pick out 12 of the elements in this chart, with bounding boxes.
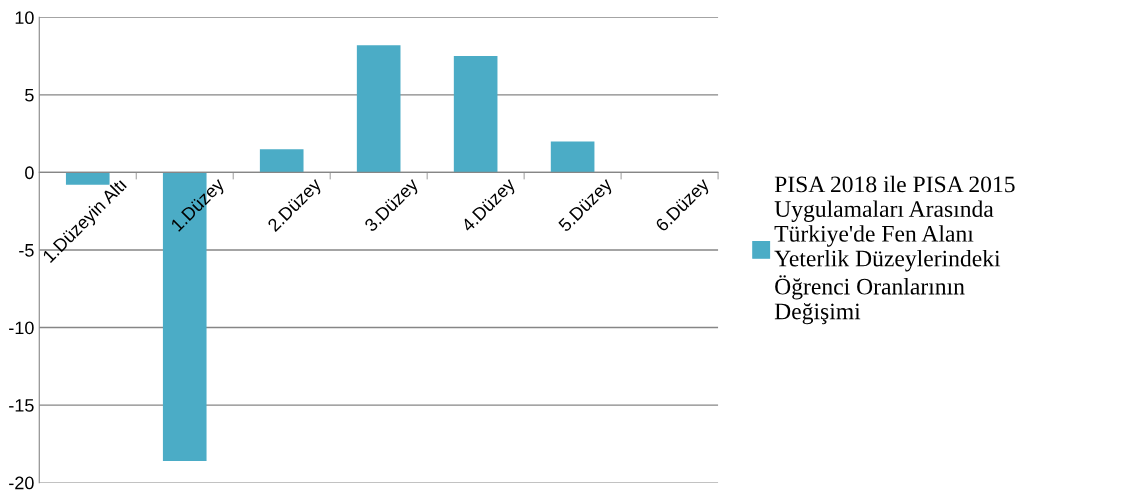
y-tick-label: 10: [15, 11, 34, 25]
y-tick-label: -15: [9, 399, 34, 412]
y-tick-label: 0: [25, 166, 34, 180]
y-tick-label: -5: [19, 244, 34, 257]
y-tick-label: 5: [25, 89, 34, 102]
bar: [356, 45, 401, 173]
bar: [550, 141, 595, 173]
legend-label: PISA 2018 ile PISA 2015 Uygulamaları Arasında Türkiye'de Fen Alanı Yeterlik Düzeylerindeki Öğrenci Oranlarının Değişimi: [774, 175, 1015, 325]
bar: [259, 149, 304, 173]
y-tick-label: -20: [9, 476, 34, 490]
y-tick-label: -10: [9, 321, 34, 335]
bar: [453, 56, 498, 173]
